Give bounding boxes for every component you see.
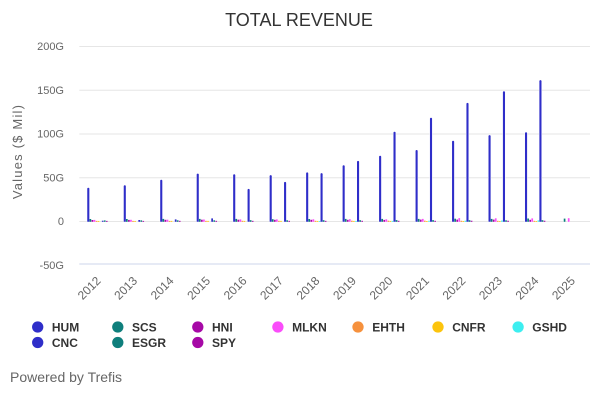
svg-text:ESGR: ESGR: [132, 336, 166, 350]
svg-text:Values ($ Mil): Values ($ Mil): [10, 104, 25, 199]
svg-text:HNI: HNI: [212, 320, 233, 334]
svg-text:100G: 100G: [37, 129, 64, 141]
svg-text:GSHD: GSHD: [532, 320, 567, 334]
svg-text:SPY: SPY: [212, 336, 236, 350]
svg-text:-50G: -50G: [40, 260, 64, 272]
svg-text:CNFR: CNFR: [452, 320, 486, 334]
svg-text:150G: 150G: [37, 85, 64, 97]
svg-text:EHTH: EHTH: [372, 320, 405, 334]
svg-text:SCS: SCS: [132, 320, 157, 334]
svg-text:TOTAL REVENUE: TOTAL REVENUE: [225, 10, 373, 30]
svg-text:MLKN: MLKN: [292, 320, 327, 334]
svg-text:HUM: HUM: [52, 320, 79, 334]
svg-text:50G: 50G: [43, 172, 64, 184]
svg-text:CNC: CNC: [52, 336, 78, 350]
svg-text:0: 0: [58, 216, 64, 228]
svg-text:200G: 200G: [37, 41, 64, 53]
svg-text:Powered by Trefis: Powered by Trefis: [10, 369, 122, 385]
